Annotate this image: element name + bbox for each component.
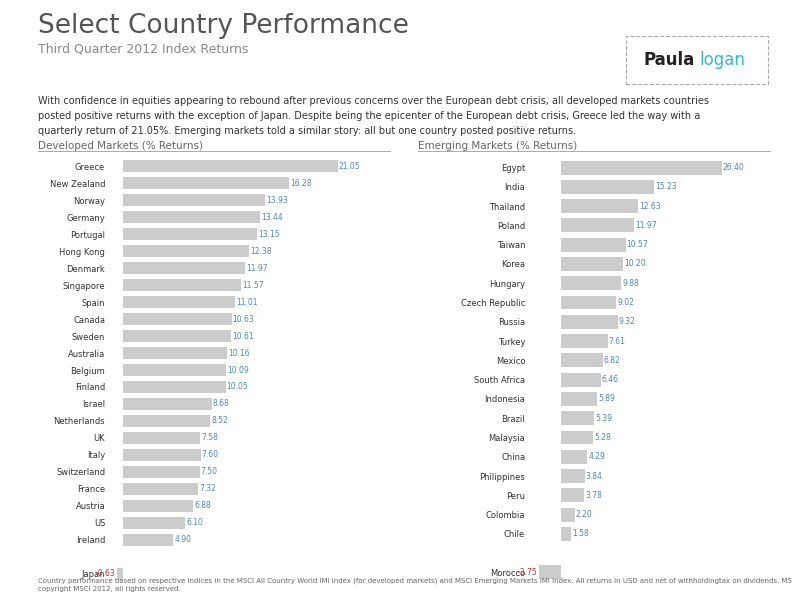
Bar — [626, 36, 768, 84]
Bar — [562, 334, 607, 348]
Text: 12.38: 12.38 — [250, 247, 272, 256]
Bar — [124, 534, 173, 546]
Text: 12.63: 12.63 — [639, 201, 661, 211]
Text: -0.63: -0.63 — [96, 569, 116, 578]
Text: 3.78: 3.78 — [585, 491, 602, 500]
Text: With confidence in equities appearing to rebound after previous concerns over th: With confidence in equities appearing to… — [38, 96, 709, 136]
Text: 11.01: 11.01 — [237, 297, 258, 307]
Text: Third Quarter 2012 Index Returns: Third Quarter 2012 Index Returns — [38, 43, 249, 56]
Bar — [124, 432, 200, 444]
Bar — [124, 194, 265, 206]
Text: 16.28: 16.28 — [290, 179, 311, 188]
Bar — [124, 449, 200, 461]
Text: 6.10: 6.10 — [186, 518, 204, 528]
Bar — [562, 296, 616, 310]
Bar — [124, 517, 185, 529]
Bar — [562, 315, 618, 329]
Bar — [124, 262, 246, 274]
Text: 7.32: 7.32 — [199, 484, 215, 493]
Bar — [562, 276, 622, 290]
Text: 4.29: 4.29 — [588, 452, 605, 461]
Text: 7.61: 7.61 — [608, 337, 626, 346]
Text: 13.15: 13.15 — [258, 230, 280, 239]
Text: Select Country Performance: Select Country Performance — [38, 13, 409, 39]
Text: 13.93: 13.93 — [266, 196, 288, 204]
Bar — [124, 296, 235, 308]
Bar — [124, 483, 198, 495]
Text: 1.58: 1.58 — [572, 529, 588, 539]
Bar — [562, 469, 584, 483]
Text: 7.50: 7.50 — [200, 468, 218, 476]
Bar — [562, 218, 634, 233]
Bar — [124, 245, 249, 257]
Bar — [124, 466, 200, 478]
Bar — [124, 228, 257, 241]
Text: 11.57: 11.57 — [242, 280, 264, 289]
Text: 10.57: 10.57 — [626, 240, 649, 249]
Text: 7.60: 7.60 — [202, 450, 219, 460]
Text: 3.84: 3.84 — [585, 471, 603, 480]
Bar — [562, 373, 600, 387]
Text: 10.63: 10.63 — [233, 315, 254, 324]
Text: 10.20: 10.20 — [624, 259, 646, 269]
Bar — [117, 568, 124, 580]
Bar — [124, 330, 231, 342]
Text: -3.75: -3.75 — [518, 568, 538, 577]
Text: 15.23: 15.23 — [655, 182, 676, 192]
Text: 8.52: 8.52 — [211, 416, 228, 425]
Bar — [124, 415, 210, 427]
Text: 11.97: 11.97 — [635, 221, 657, 230]
Text: 5.28: 5.28 — [595, 433, 611, 442]
Text: 5.89: 5.89 — [598, 394, 615, 403]
Text: 11.97: 11.97 — [246, 264, 268, 272]
Text: 6.88: 6.88 — [194, 501, 211, 510]
Text: 5.39: 5.39 — [595, 414, 612, 423]
Bar — [562, 199, 638, 213]
Bar — [124, 500, 193, 512]
Bar — [124, 381, 226, 393]
Text: 10.05: 10.05 — [227, 382, 249, 392]
Bar — [562, 450, 588, 464]
Bar — [562, 237, 626, 252]
Text: 9.32: 9.32 — [619, 317, 636, 326]
Text: 10.61: 10.61 — [232, 332, 254, 340]
Text: 2.20: 2.20 — [576, 510, 592, 519]
Bar — [562, 160, 722, 174]
Text: 13.44: 13.44 — [261, 212, 283, 222]
Bar — [539, 565, 562, 580]
Bar — [562, 180, 654, 194]
Text: 9.88: 9.88 — [623, 278, 639, 288]
Bar — [562, 430, 593, 444]
Bar — [124, 160, 337, 173]
Bar — [562, 527, 571, 541]
Text: 7.58: 7.58 — [201, 433, 219, 442]
Text: 21.05: 21.05 — [339, 162, 360, 171]
Bar — [562, 257, 623, 271]
Bar — [124, 211, 260, 223]
Bar — [124, 364, 226, 376]
Bar — [124, 347, 227, 359]
Text: Country performance based on respective indices in the MSCI All Country World IM: Country performance based on respective … — [38, 578, 792, 592]
Text: Emerging Markets (% Returns): Emerging Markets (% Returns) — [418, 141, 577, 151]
Text: 10.09: 10.09 — [227, 365, 249, 375]
Bar — [562, 508, 575, 521]
Bar — [124, 313, 231, 325]
Bar — [124, 177, 289, 189]
Text: Developed Markets (% Returns): Developed Markets (% Returns) — [38, 141, 203, 151]
Bar — [124, 279, 241, 291]
Bar — [562, 392, 597, 406]
Bar — [124, 398, 211, 410]
Text: 8.68: 8.68 — [213, 400, 230, 408]
Text: 26.40: 26.40 — [723, 163, 744, 172]
Text: 4.90: 4.90 — [174, 536, 191, 544]
Text: 9.02: 9.02 — [617, 298, 634, 307]
Bar — [562, 411, 594, 425]
Text: 6.82: 6.82 — [604, 356, 620, 365]
Text: Paula: Paula — [644, 51, 695, 69]
Bar — [562, 488, 584, 502]
Text: 10.16: 10.16 — [228, 348, 249, 357]
Text: 6.46: 6.46 — [602, 375, 619, 384]
Bar — [562, 353, 603, 367]
Text: logan: logan — [699, 51, 744, 69]
